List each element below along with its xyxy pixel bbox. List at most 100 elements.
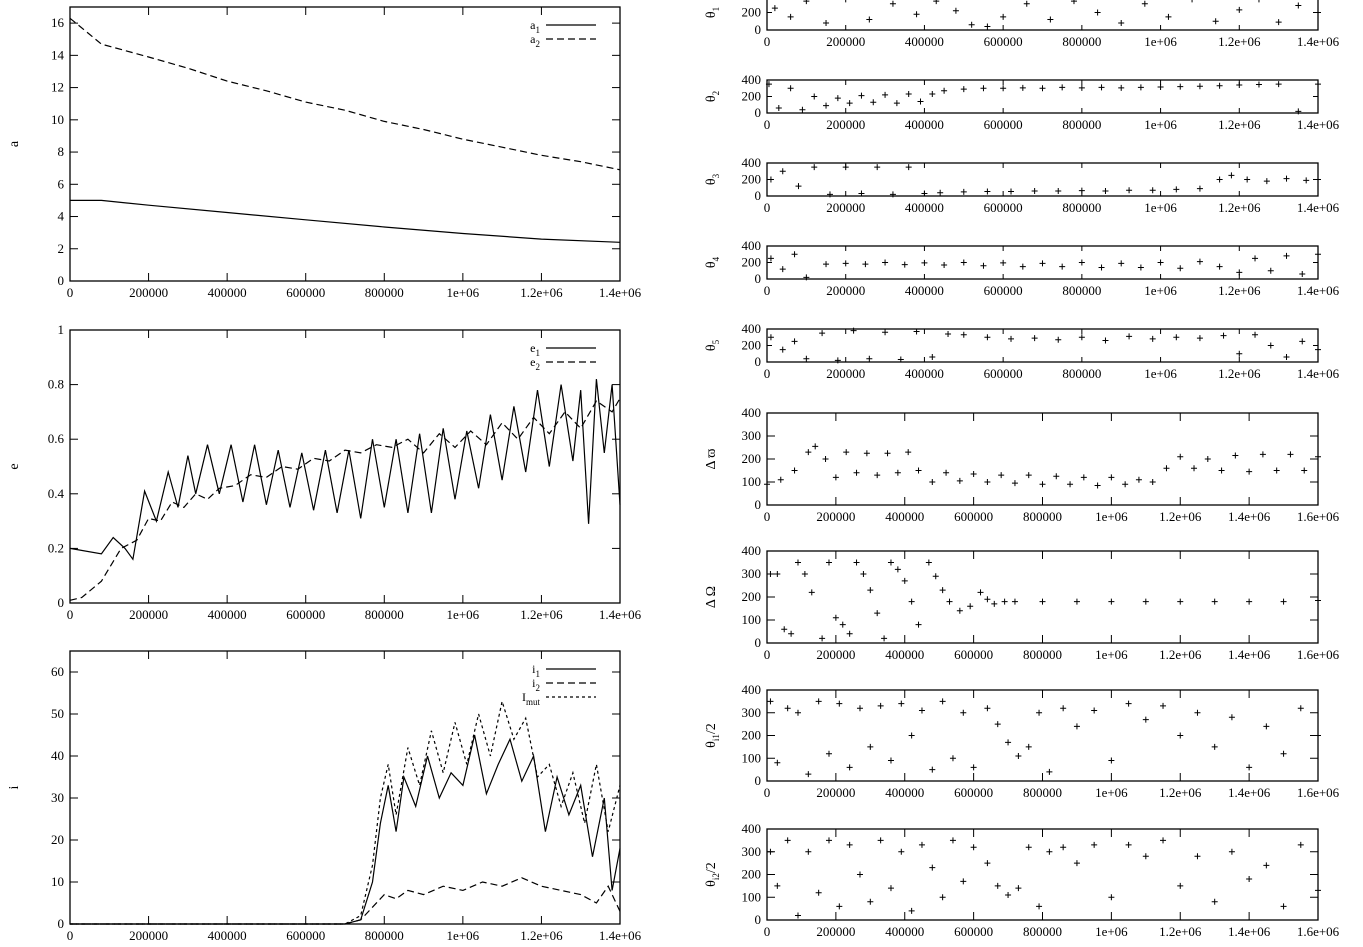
x-tick-label: 1.2e+06 (1218, 117, 1261, 132)
x-tick-label: 0 (764, 366, 771, 381)
data-point (894, 566, 901, 573)
data-point (939, 698, 946, 705)
data-point (1280, 750, 1287, 757)
data-point (839, 621, 846, 628)
y-tick-label: 50 (51, 706, 64, 721)
x-tick-label: 1.4e+06 (1297, 200, 1340, 215)
x-tick-label: 600000 (984, 34, 1023, 49)
data-point (1177, 882, 1184, 889)
data-point (956, 607, 963, 614)
x-tick-label: 800000 (1023, 647, 1062, 662)
data-point (860, 571, 867, 577)
data-point (803, 0, 810, 5)
x-tick-label: 200000 (816, 647, 855, 662)
data-point (862, 261, 869, 268)
data-point (915, 621, 922, 628)
x-tick-label: 200000 (826, 200, 865, 215)
data-point (832, 614, 839, 621)
x-tick-label: 600000 (286, 607, 325, 622)
data-point (1078, 259, 1085, 266)
data-point (893, 100, 900, 107)
y-axis-label-base: θ (704, 880, 719, 887)
data-point (929, 864, 936, 871)
data-point (1142, 598, 1149, 605)
x-tick-label: 1.6e+06 (1297, 647, 1340, 662)
data-point (1046, 848, 1053, 855)
y-tick-label: 0 (755, 105, 762, 120)
data-point (767, 571, 774, 577)
data-point (1236, 269, 1243, 276)
data-point (819, 635, 826, 642)
data-point (1246, 598, 1253, 605)
data-point (1315, 597, 1321, 604)
x-tick-label: 1e+06 (447, 285, 480, 300)
data-point (1283, 252, 1290, 259)
legend-label-base: a (530, 18, 536, 32)
data-point (1005, 739, 1012, 746)
y-axis-label: θ5 (704, 339, 721, 351)
x-tick-label: 400000 (885, 647, 924, 662)
data-point (1094, 9, 1101, 16)
legend-label: i1 (532, 662, 540, 679)
data-point (832, 474, 839, 481)
data-point (823, 102, 830, 109)
data-point (1073, 598, 1080, 605)
x-tick-label: 1.2e+06 (520, 607, 563, 622)
data-point (870, 99, 877, 106)
data-point (1297, 705, 1304, 712)
data-point (943, 469, 950, 476)
x-tick-label: 400000 (208, 607, 247, 622)
data-point (846, 100, 853, 107)
data-point (1078, 84, 1085, 91)
plot-frame (69, 6, 621, 282)
panel-thi1: 0 200000 400000 600000 800000 1e+06 1.2e+06 1.4… (704, 682, 1340, 800)
data-point (1142, 716, 1149, 723)
data-point (815, 698, 822, 705)
x-tick-label: 0 (764, 117, 771, 132)
data-point (998, 472, 1005, 479)
data-point (867, 898, 874, 905)
data-point (1025, 743, 1032, 750)
legend-label-sub: 2 (536, 362, 541, 372)
y-tick-label: 0 (755, 22, 762, 37)
data-point (960, 86, 967, 93)
data-point (1196, 185, 1203, 192)
data-point (1252, 255, 1259, 262)
y-tick-label: 200 (742, 172, 762, 187)
y-axis-label: Δ Ω (704, 586, 719, 608)
y-tick-label: 400 (742, 543, 762, 558)
data-point (834, 95, 841, 102)
series-line-3 (70, 699, 621, 925)
data-point (1053, 473, 1060, 480)
data-point (1315, 81, 1321, 88)
data-point (918, 841, 925, 848)
data-point (1108, 757, 1115, 764)
data-point (834, 357, 841, 364)
data-point (846, 841, 853, 848)
y-axis-label-sub: 5 (711, 339, 721, 344)
x-tick-label: 400000 (905, 366, 944, 381)
data-point (941, 87, 948, 94)
y-tick-label: 0 (58, 916, 65, 931)
data-point (1000, 13, 1007, 20)
data-point (1137, 264, 1144, 271)
data-point (1108, 474, 1115, 481)
data-point (799, 106, 806, 113)
data-point (805, 771, 812, 778)
data-point (1060, 844, 1067, 851)
data-point (984, 479, 991, 485)
y-axis-label: i (7, 785, 22, 789)
data-point (1091, 707, 1098, 714)
data-point (779, 346, 786, 353)
data-point (1216, 263, 1223, 270)
data-point (977, 589, 984, 596)
legend-label: a1 (530, 18, 540, 35)
data-point (887, 559, 894, 566)
x-tick-label: 800000 (365, 607, 404, 622)
data-point (779, 168, 786, 175)
data-point (991, 600, 998, 607)
data-point (812, 443, 819, 450)
data-point (1194, 853, 1201, 860)
x-tick-label: 400000 (885, 785, 924, 800)
data-point (1098, 84, 1105, 91)
